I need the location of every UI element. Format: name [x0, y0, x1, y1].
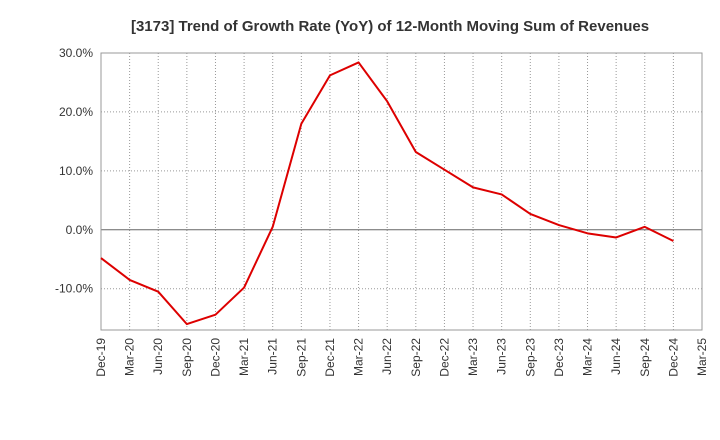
- y-tick-label: 0.0%: [66, 223, 94, 237]
- series-line: [100, 61, 674, 326]
- x-tick-label: Dec-24: [666, 338, 680, 377]
- x-tick-label: Dec-22: [437, 338, 451, 377]
- x-tick-label: Dec-19: [94, 338, 108, 377]
- x-tick-label: Mar-25: [695, 338, 709, 376]
- x-tick-label: Dec-20: [208, 338, 222, 377]
- x-tick-label: Dec-23: [552, 338, 566, 377]
- x-tick-label: Sep-21: [294, 338, 308, 377]
- x-tick-label: Jun-24: [609, 338, 623, 375]
- plot-area-frame: [100, 52, 703, 331]
- x-tick-label: Mar-23: [466, 338, 480, 376]
- x-tick-label: Sep-23: [523, 338, 537, 377]
- x-tick-label: Sep-24: [638, 338, 652, 377]
- x-tick-label: Jun-21: [266, 338, 280, 375]
- y-tick-label: 20.0%: [59, 105, 93, 119]
- x-tick-label: Mar-20: [123, 338, 137, 376]
- x-tick-label: Sep-22: [409, 338, 423, 377]
- x-tick-label: Mar-21: [237, 338, 251, 376]
- x-axis: Dec-19 Mar-20 Jun-20 Sep-20 Dec-20 Mar-21 Jun-…: [94, 338, 709, 377]
- x-tick-label: Mar-24: [581, 338, 595, 376]
- chart-title: [3173] Trend of Growth Rate (YoY) of 12-…: [131, 18, 649, 35]
- x-tick-label: Jun-22: [380, 338, 394, 375]
- gridlines: [101, 52, 702, 330]
- y-axis: 30.0% 20.0% 10.0% 0.0% -10.0%: [55, 46, 93, 296]
- x-tick-label: Sep-20: [180, 338, 194, 377]
- x-tick-label: Jun-20: [151, 338, 165, 375]
- y-tick-label: 10.0%: [59, 164, 93, 178]
- y-tick-label: -10.0%: [55, 282, 93, 296]
- y-tick-label: 30.0%: [59, 46, 93, 60]
- x-tick-label: Jun-23: [495, 338, 509, 375]
- x-tick-label: Dec-21: [323, 338, 337, 377]
- series-layer: [100, 61, 674, 326]
- x-tick-label: Mar-22: [352, 338, 366, 376]
